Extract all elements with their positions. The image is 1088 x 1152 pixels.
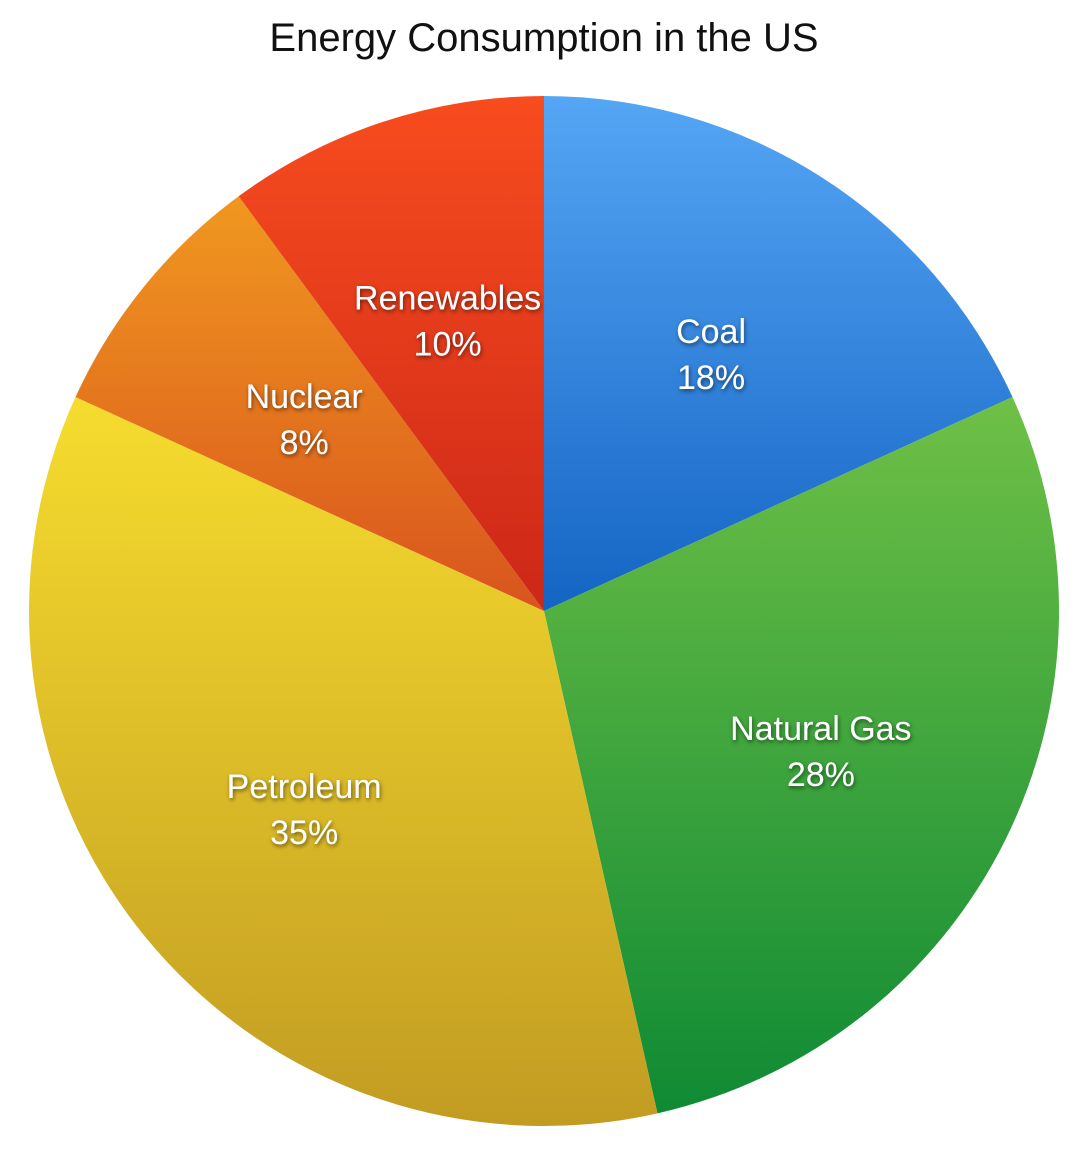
pie-slice-renewables: [238, 96, 545, 611]
slice-value-coal: 18%: [677, 359, 745, 397]
pie-labels: Coal 18% Natural Gas 28% Petroleum 35% Nuclear…: [227, 279, 912, 851]
slice-value-natural-gas: 28%: [787, 756, 855, 794]
slice-name-renewables: Renewables: [354, 279, 541, 317]
chart-title: Energy Consumption in the US: [269, 16, 819, 60]
pie-slices: [28, 96, 1059, 1126]
pie-slice-coal: [544, 96, 1013, 611]
pie-slice-nuclear: [75, 196, 544, 611]
slice-value-renewables: 10%: [414, 325, 482, 363]
slice-value-nuclear: 8%: [280, 424, 329, 462]
slice-name-nuclear: Nuclear: [246, 378, 363, 416]
pie-slice-petroleum: [28, 397, 658, 1126]
slice-name-natural-gas: Natural Gas: [730, 710, 911, 748]
slice-name-petroleum: Petroleum: [227, 768, 382, 806]
slice-value-petroleum: 35%: [270, 814, 338, 852]
pie-slice-natural-gas: [544, 397, 1059, 1114]
slice-name-coal: Coal: [676, 313, 746, 351]
